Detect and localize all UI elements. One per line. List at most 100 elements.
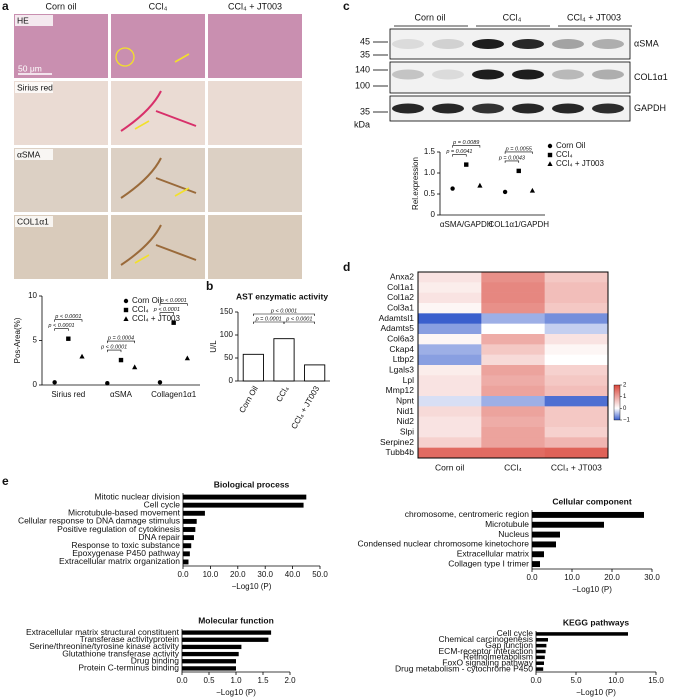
bar xyxy=(182,637,269,642)
x-axis-label: −Log10 (P) xyxy=(576,688,616,697)
category-label: Microtubule-based movement xyxy=(68,508,181,518)
data-point xyxy=(171,320,176,325)
heatmap-cell xyxy=(481,292,545,304)
y-tick-label: 5 xyxy=(33,336,38,345)
blot-band xyxy=(432,103,464,114)
significance-bracket xyxy=(504,151,533,154)
band-label: COL1α1 xyxy=(634,72,668,82)
category-label: chromosome, centromeric region xyxy=(405,509,530,519)
fibrosis-pattern xyxy=(120,90,197,132)
y-axis-label: Rel.expression xyxy=(411,157,420,210)
p-value: p < 0.0001 xyxy=(160,298,187,304)
bar xyxy=(273,338,295,382)
category-label: Glutathione transferase activity xyxy=(62,648,179,658)
row-label: COL1α1 xyxy=(17,216,49,226)
heatmap-cell xyxy=(544,447,609,459)
band-label: GAPDH xyxy=(634,103,666,113)
bar xyxy=(183,518,197,524)
heatmap-cell xyxy=(418,323,482,335)
colorbar-tick-label: 0 xyxy=(623,406,627,412)
significance-bracket xyxy=(283,321,315,324)
row-label: Col1a1 xyxy=(387,282,414,292)
data-point xyxy=(547,143,553,149)
heatmap-cell xyxy=(418,313,482,324)
heatmap-cell xyxy=(544,427,609,438)
y-tick-label: 0 xyxy=(33,380,38,389)
heatmap-cell xyxy=(481,406,545,417)
category-label: Retinolmetabolism xyxy=(463,652,533,662)
heatmap-cell xyxy=(544,354,609,366)
legend-label: CCl₄ xyxy=(556,150,573,159)
row-label: Tubb4b xyxy=(385,447,414,457)
bar xyxy=(183,559,189,565)
x-tick-label: Corn Oil xyxy=(237,384,260,414)
heatmap-cell xyxy=(481,303,545,314)
bar xyxy=(536,655,545,660)
blot-band xyxy=(592,103,624,114)
data-point xyxy=(450,186,455,191)
histology-image xyxy=(208,215,302,279)
x-tick-label: 0.0 xyxy=(530,676,542,685)
x-tick-label: 1.0 xyxy=(230,676,242,685)
column-header: Corn oil xyxy=(45,1,76,11)
heatmap-cell xyxy=(418,292,482,304)
legend-label: Corn Oil xyxy=(556,141,586,150)
x-tick-label: 10.0 xyxy=(564,573,580,582)
heatmap-cell xyxy=(544,344,609,355)
x-tick-label: 0.0 xyxy=(176,676,188,685)
heatmap-cell xyxy=(544,282,609,293)
y-tick-label: 0.5 xyxy=(424,189,436,198)
category-label: Epoxygenase P450 pathway xyxy=(72,548,180,558)
panel-label: c xyxy=(343,0,350,13)
blot-band xyxy=(552,103,584,114)
bar xyxy=(536,632,628,636)
legend-label: CCl₄ xyxy=(132,305,149,314)
blot-band xyxy=(552,69,584,80)
category-label: Condensed nuclear chromosome kinetochore xyxy=(357,539,529,549)
data-point xyxy=(184,355,190,361)
x-axis-label: −Log10 (P) xyxy=(232,582,272,591)
data-point xyxy=(66,336,71,341)
blot-band xyxy=(472,69,504,80)
data-point xyxy=(79,353,85,359)
blot-band xyxy=(392,39,424,49)
x-axis-label: −Log10 (P) xyxy=(572,585,612,594)
highlight-circle xyxy=(115,47,135,67)
column-label: CCl₄ xyxy=(504,462,522,472)
blot-band xyxy=(592,39,624,49)
bar xyxy=(304,364,326,382)
heatmap-cell xyxy=(418,396,482,407)
bar xyxy=(536,638,548,642)
row-label: Nid1 xyxy=(397,406,415,416)
x-tick-label: 10.0 xyxy=(608,676,624,685)
category-label: Extracellular matrix xyxy=(457,549,530,559)
category-label: Drug binding xyxy=(131,656,179,666)
histology-image xyxy=(111,14,205,78)
x-tick-label: CCl₄ + JT003 xyxy=(289,384,321,431)
significance-bracket xyxy=(253,313,315,316)
p-value: p < 0.0001 xyxy=(270,308,297,314)
x-axis-label: −Log10 (P) xyxy=(216,688,256,697)
x-tick-label: Sirius red xyxy=(51,390,85,399)
heatmap-cell xyxy=(544,323,609,335)
p-value: p = 0.0041 xyxy=(445,149,472,155)
category-label: Cell cycle xyxy=(497,628,534,638)
x-tick-label: 5.0 xyxy=(570,676,582,685)
category-label: Response to toxic substance xyxy=(71,540,180,550)
row-label: Col3a1 xyxy=(387,302,414,312)
row-label: Col6a3 xyxy=(387,333,414,343)
column-label: CCl₄ + JT003 xyxy=(551,462,602,472)
x-tick-label: COL1α1/GAPDH xyxy=(488,220,549,229)
x-tick-label: αSMA/GAPDH xyxy=(440,220,493,229)
bar xyxy=(536,643,547,648)
heatmap-cell xyxy=(481,282,545,293)
x-tick-label: CCl₄ xyxy=(274,385,290,404)
bar xyxy=(183,535,194,541)
heatmap-cell xyxy=(481,385,545,397)
histology-image xyxy=(111,81,205,145)
bar xyxy=(183,551,190,557)
category-label: DNA repair xyxy=(138,532,180,542)
arrow xyxy=(174,53,190,63)
bar xyxy=(536,649,546,654)
data-point xyxy=(529,187,535,193)
